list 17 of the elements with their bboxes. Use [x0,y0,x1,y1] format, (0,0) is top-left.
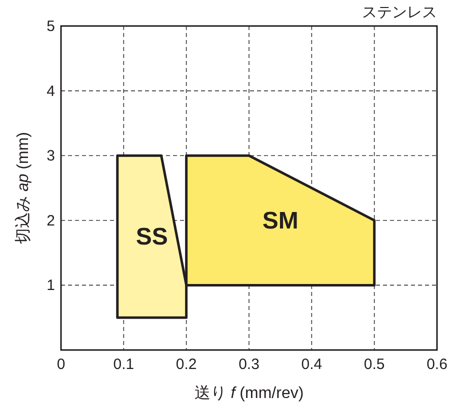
series-label: SM [262,207,298,234]
x-tick-label: 0.6 [426,356,448,373]
x-axis-title: 送り f (mm/rev) [194,385,304,402]
x-tick-label: 0.3 [238,356,260,373]
series-label: SS [136,224,168,251]
x-tick-label: 0.5 [364,356,385,373]
x-tick-label: 0 [56,356,66,373]
y-tick-label: 5 [46,18,55,35]
y-tick-label: 3 [46,148,55,165]
x-tick-label: 0.2 [176,356,197,373]
y-tick-label: 1 [46,277,55,294]
y-axis-title: 切込み ap (mm) [14,132,32,244]
y-tick-label: 2 [46,212,55,230]
x-tick-label: 0.4 [301,356,322,373]
chart-title: ステンレス [362,4,437,21]
y-tick-label: 4 [46,82,55,100]
x-tick-label: 0.1 [113,356,134,373]
